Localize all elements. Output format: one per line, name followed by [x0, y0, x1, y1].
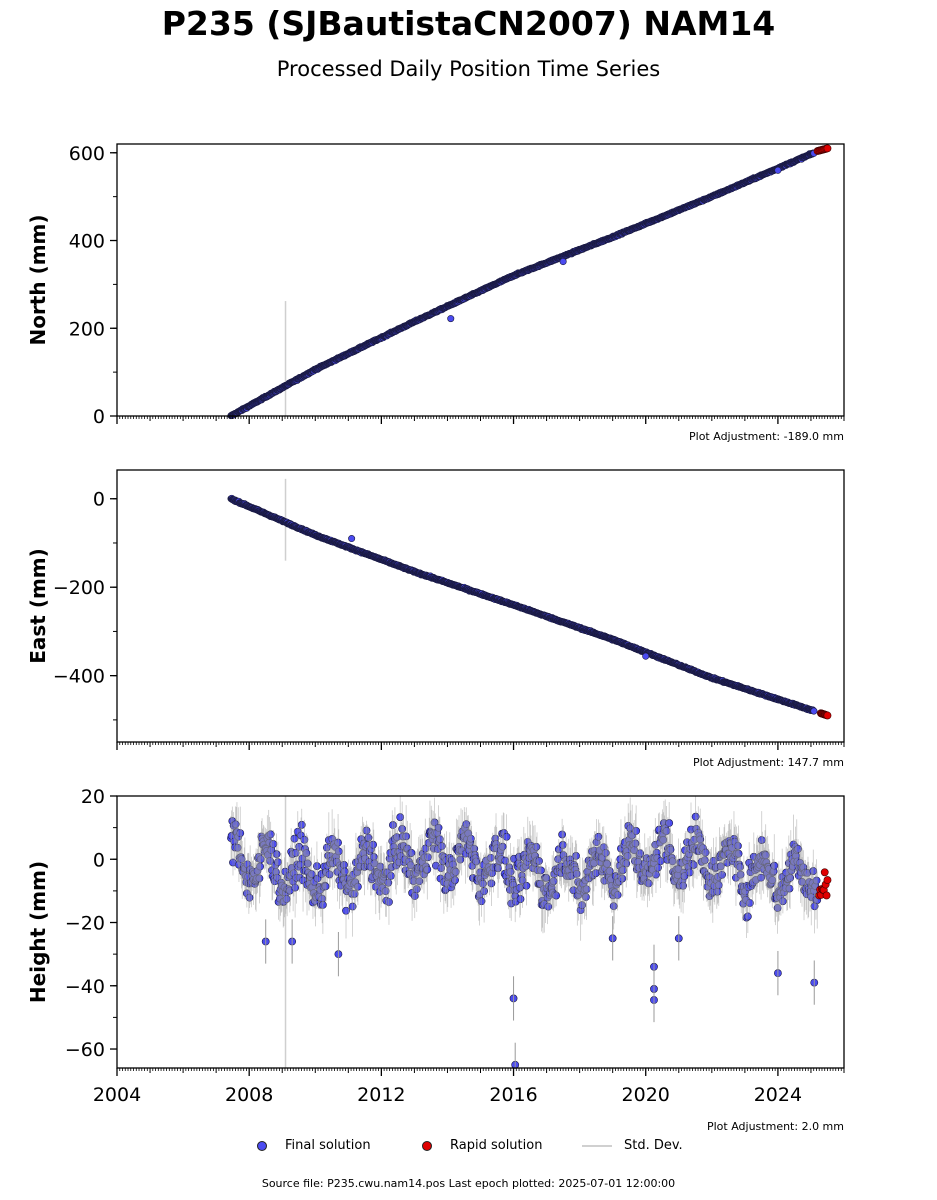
- final-point: [810, 707, 818, 715]
- y-tick-label: 200: [69, 318, 105, 340]
- y-tick-label: 0: [93, 406, 105, 428]
- y-axis-label: North (mm): [26, 214, 50, 345]
- y-tick-label: 0: [93, 489, 105, 511]
- final-point: [774, 166, 782, 174]
- plot-adjustment-label: Plot Adjustment: -189.0 mm: [689, 430, 844, 443]
- axes-frame: [116, 469, 845, 743]
- rapid-point: [823, 144, 832, 153]
- y-tick-label: −400: [53, 666, 105, 688]
- final-point: [348, 535, 356, 543]
- chart-title: P235 (SJBautistaCN2007) NAM14: [161, 4, 776, 43]
- y-tick-label: 400: [69, 231, 105, 253]
- final-point: [447, 315, 455, 323]
- y-tick-label: −200: [53, 577, 105, 599]
- std-dev-bars: [230, 796, 818, 1068]
- chart-subtitle: Processed Daily Position Time Series: [276, 57, 661, 81]
- y-axis-label: East (mm): [26, 548, 50, 664]
- final-solution-points: [227, 494, 818, 715]
- final-point: [559, 258, 567, 266]
- rapid-point: [823, 711, 832, 720]
- rapid-solution-points: [813, 144, 832, 155]
- plot-adjustment-label: Plot Adjustment: 147.7 mm: [693, 756, 844, 769]
- rapid-solution-points: [816, 709, 832, 720]
- final-point: [642, 652, 650, 660]
- final-solution-points: [227, 149, 818, 420]
- y-tick-label: 600: [69, 143, 105, 165]
